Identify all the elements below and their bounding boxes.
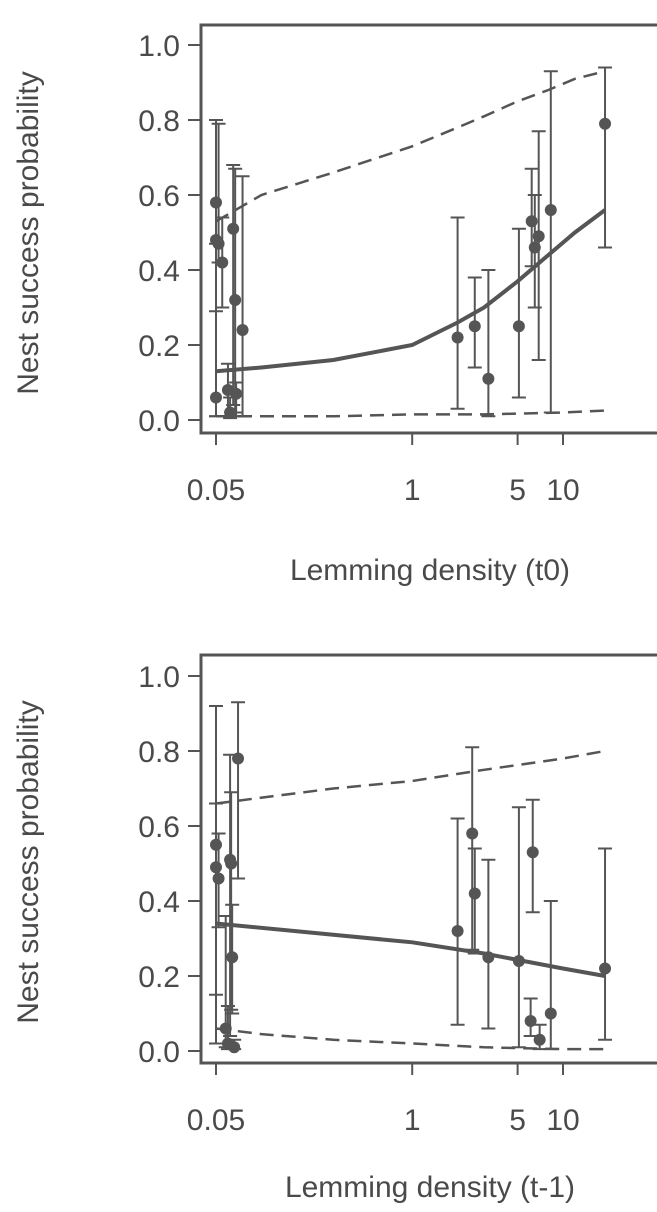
- data-point: [545, 204, 557, 216]
- y-tick-label: 0.4: [138, 886, 180, 919]
- y-tick-label: 0.0: [138, 1036, 180, 1069]
- y-tick-label: 0.0: [138, 405, 180, 438]
- data-point: [227, 223, 239, 235]
- plot-frame: [201, 25, 657, 433]
- error-bar: [512, 229, 526, 398]
- fit-lines: [216, 71, 605, 416]
- fit-line: [216, 210, 605, 371]
- y-tick-label: 0.2: [138, 961, 180, 994]
- data-point: [210, 861, 222, 873]
- data-point: [226, 951, 238, 963]
- y-axis-label: Nest success probability: [12, 71, 45, 394]
- x-tick-label: 5: [509, 474, 526, 507]
- error-bar: [451, 218, 465, 409]
- x-axis-ticks: 0.05 1 5 10: [187, 1063, 580, 1137]
- data-point: [526, 215, 538, 227]
- data-point: [210, 197, 222, 209]
- error-bar: [544, 71, 558, 412]
- data-point: [213, 873, 225, 885]
- data-point: [213, 238, 225, 250]
- error-bar: [598, 68, 612, 248]
- error-bar: [598, 849, 612, 1040]
- y-axis-ticks: 0.0 0.2 0.4 0.6 0.8 1.0: [138, 30, 201, 438]
- data-point: [545, 1008, 557, 1020]
- x-tick-label: 10: [546, 1104, 579, 1137]
- data-point: [210, 839, 222, 851]
- y-tick-label: 1.0: [138, 30, 180, 63]
- data-point: [533, 230, 545, 242]
- data-point: [228, 1041, 240, 1053]
- ci-upper-line: [216, 751, 605, 804]
- x-tick-label: 10: [546, 474, 579, 507]
- x-tick-label: 0.05: [187, 474, 245, 507]
- data-point: [224, 407, 236, 419]
- data-point: [599, 118, 611, 130]
- error-bar: [544, 901, 558, 1049]
- x-axis-ticks: 0.05 1 5 10: [187, 433, 580, 507]
- data-point: [232, 753, 244, 765]
- x-axis-label: Lemming density (t-1): [285, 1171, 575, 1204]
- data-point: [229, 294, 241, 306]
- y-axis-label: Nest success probability: [12, 700, 45, 1023]
- data-point: [513, 955, 525, 967]
- data-point: [225, 858, 237, 870]
- x-tick-label: 1: [404, 1104, 421, 1137]
- data-point: [237, 324, 249, 336]
- data-point: [469, 888, 481, 900]
- error-bar: [209, 244, 223, 417]
- panel-top: Nest success probability Lemming density…: [12, 25, 657, 587]
- data-point: [527, 846, 539, 858]
- y-tick-label: 0.4: [138, 255, 180, 288]
- x-tick-label: 1: [404, 474, 421, 507]
- data-point: [220, 1023, 232, 1035]
- ci-lower-line: [216, 1029, 605, 1050]
- data-point: [482, 373, 494, 385]
- y-tick-label: 1.0: [138, 661, 180, 694]
- fit-line: [216, 924, 605, 977]
- y-tick-label: 0.8: [138, 736, 180, 769]
- y-axis-ticks: 0.0 0.2 0.4 0.6 0.8 1.0: [138, 661, 201, 1069]
- data-point: [216, 257, 228, 269]
- data-point: [230, 388, 242, 400]
- error-bars: [209, 702, 612, 1049]
- panel-bottom: Nest success probability Lemming density…: [12, 655, 657, 1204]
- y-tick-label: 0.2: [138, 330, 180, 363]
- y-tick-label: 0.6: [138, 180, 180, 213]
- data-point: [452, 332, 464, 344]
- data-point: [529, 242, 541, 254]
- x-tick-label: 0.05: [187, 1104, 245, 1137]
- y-tick-label: 0.8: [138, 105, 180, 138]
- error-bar: [231, 702, 245, 878]
- data-point: [466, 828, 478, 840]
- data-point: [469, 320, 481, 332]
- ci-upper-line: [216, 71, 605, 221]
- data-point: [534, 1034, 546, 1046]
- plot-frame: [201, 655, 657, 1063]
- data-point: [482, 951, 494, 963]
- y-tick-label: 0.6: [138, 811, 180, 844]
- data-point: [452, 925, 464, 937]
- x-axis-label: Lemming density (t0): [290, 554, 570, 587]
- error-bar: [481, 860, 495, 1029]
- error-bar: [228, 169, 242, 413]
- error-bar: [468, 849, 482, 954]
- data-point: [599, 963, 611, 975]
- error-bar: [481, 270, 495, 416]
- error-bar: [451, 819, 465, 1025]
- error-bar: [512, 807, 526, 1047]
- data-point: [513, 320, 525, 332]
- x-tick-label: 5: [509, 1104, 526, 1137]
- data-point: [210, 392, 222, 404]
- data-point: [525, 1015, 537, 1027]
